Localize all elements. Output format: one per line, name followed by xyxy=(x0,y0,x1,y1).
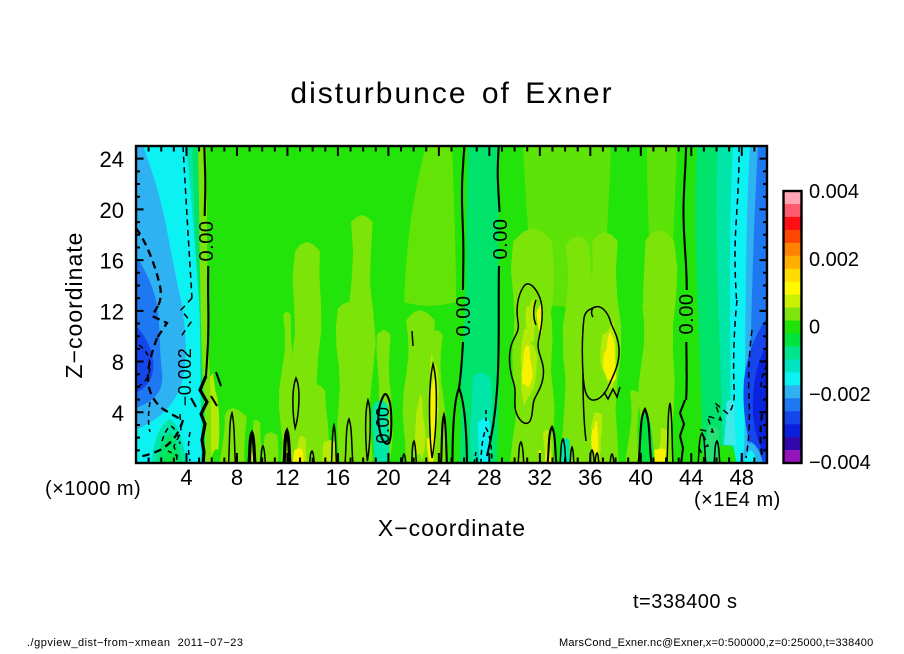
svg-text:20: 20 xyxy=(376,465,400,490)
svg-text:(×1000 m): (×1000 m) xyxy=(45,478,141,500)
svg-text:12: 12 xyxy=(100,299,124,324)
svg-text:0: 0 xyxy=(809,317,820,339)
svg-text:./gpview_dist−from−xmean 2011: ./gpview_dist−from−xmean 2011−07−23 xyxy=(27,637,244,649)
svg-text:12: 12 xyxy=(275,465,299,490)
svg-text:0.00: 0.00 xyxy=(373,406,393,443)
svg-text:0.00: 0.00 xyxy=(196,221,218,262)
svg-text:4: 4 xyxy=(112,401,124,426)
svg-text:0.002: 0.002 xyxy=(809,249,859,271)
svg-text:16: 16 xyxy=(326,465,350,490)
svg-text:24: 24 xyxy=(427,465,451,490)
svg-text:44: 44 xyxy=(679,465,703,490)
svg-text:−0.004: −0.004 xyxy=(809,452,871,474)
svg-text:16: 16 xyxy=(100,249,124,274)
svg-text:Z−coordinate: Z−coordinate xyxy=(61,232,87,379)
svg-text:20: 20 xyxy=(100,198,124,223)
svg-text:t=338400 s: t=338400 s xyxy=(633,591,738,613)
svg-text:48: 48 xyxy=(730,465,754,490)
svg-text:0.00: 0.00 xyxy=(453,296,475,337)
svg-text:disturbunce of Exner: disturbunce of Exner xyxy=(290,77,613,110)
svg-text:40: 40 xyxy=(629,465,653,490)
svg-text:(×1E4 m): (×1E4 m) xyxy=(694,489,781,511)
svg-text:24: 24 xyxy=(100,147,124,172)
svg-text:4: 4 xyxy=(180,465,192,490)
svg-text:−0.002: −0.002 xyxy=(175,348,195,407)
svg-text:0.00: 0.00 xyxy=(676,294,698,335)
svg-text:X−coordinate: X−coordinate xyxy=(378,515,526,541)
svg-text:8: 8 xyxy=(112,350,124,375)
svg-text:−0.002: −0.002 xyxy=(809,384,871,406)
svg-text:32: 32 xyxy=(528,465,552,490)
svg-text:8: 8 xyxy=(231,465,243,490)
svg-text:0.004: 0.004 xyxy=(809,181,859,203)
svg-text:0.00: 0.00 xyxy=(490,219,512,260)
svg-text:28: 28 xyxy=(477,465,501,490)
svg-text:MarsCond_Exner.nc@Exner,x=0:50: MarsCond_Exner.nc@Exner,x=0:500000,z=0:2… xyxy=(559,637,873,649)
svg-text:36: 36 xyxy=(578,465,602,490)
